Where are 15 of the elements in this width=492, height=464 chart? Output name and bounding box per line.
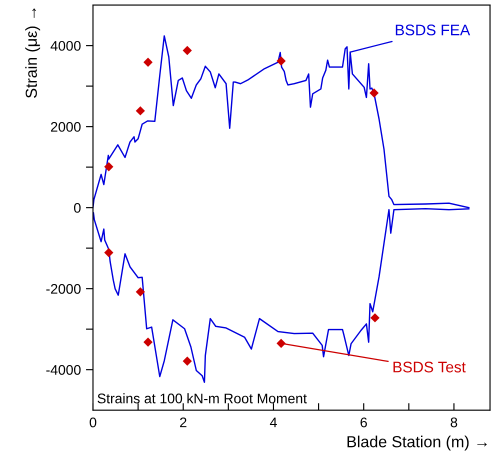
x-axis-title: Blade Station (m) → <box>348 436 487 451</box>
y-tick-label: -2000 <box>46 284 81 294</box>
y-tick-label: 2000 <box>50 122 81 132</box>
annotation: BSDS Test <box>393 362 466 372</box>
y-tick-label: 4000 <box>50 40 81 51</box>
x-tick-label: 6 <box>360 417 367 428</box>
annotation: Strains at 100 kN-m Root Moment <box>98 393 307 404</box>
x-tick-label: 2 <box>180 417 186 428</box>
y-tick-label: -4000 <box>46 365 81 375</box>
annotation: BSDS FEA <box>396 24 470 36</box>
y-axis-title: Strain (με) → <box>25 8 40 98</box>
x-tick-label: 8 <box>450 417 458 428</box>
x-tick-label: 0 <box>90 417 96 428</box>
x-tick-label: 4 <box>270 418 277 428</box>
y-tick-label: 0 <box>74 202 81 213</box>
